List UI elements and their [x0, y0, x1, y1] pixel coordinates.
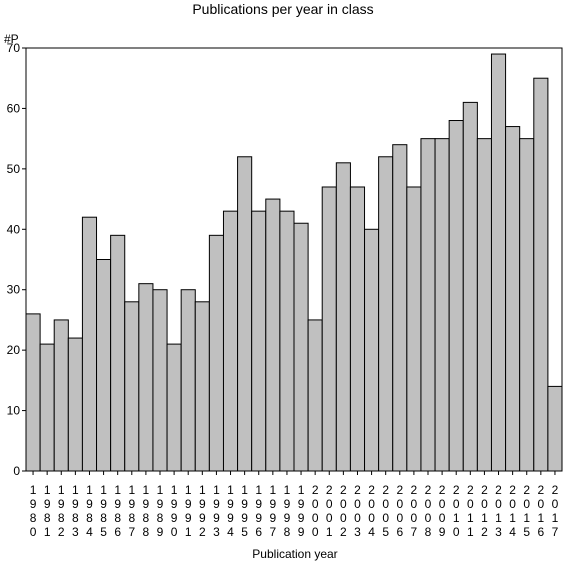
- bar-1998: [279, 210, 295, 472]
- y-tick-label: 10: [7, 404, 21, 418]
- plot-frame: [25, 47, 563, 472]
- y-tick-label: 70: [7, 41, 21, 55]
- bar-2016: [533, 77, 549, 472]
- bar-2007: [406, 186, 422, 472]
- bar-2000: [307, 319, 323, 472]
- bar-1984: [81, 216, 98, 472]
- bar-1991: [180, 289, 196, 472]
- bar-2010: [448, 120, 464, 472]
- y-tick-label: 20: [7, 343, 21, 357]
- y-tick-label: 0: [13, 464, 20, 478]
- bar-2004: [364, 228, 380, 472]
- bar-1995: [237, 156, 253, 472]
- bar-1983: [67, 337, 83, 472]
- y-tick-label: 60: [7, 101, 21, 115]
- y-tick-label: 50: [7, 162, 21, 176]
- bar-1981: [39, 343, 55, 472]
- bar-1992: [194, 301, 210, 472]
- bars: [25, 53, 563, 472]
- bar-2002: [335, 162, 351, 472]
- bar-1997: [265, 198, 281, 472]
- bar-2017: [547, 385, 563, 472]
- bar-2006: [392, 144, 408, 472]
- x-axis-label: Publication year: [252, 547, 337, 561]
- bar-2012: [476, 138, 492, 472]
- bar-2014: [505, 126, 521, 472]
- bar-1985: [96, 259, 112, 472]
- bar-1988: [138, 283, 154, 472]
- bar-2011: [462, 101, 478, 472]
- bar-2015: [519, 138, 535, 472]
- bar-2001: [321, 186, 337, 472]
- bar-1993: [208, 234, 224, 472]
- bar-1980: [25, 313, 41, 472]
- bar-1996: [251, 210, 267, 472]
- bar-1982: [53, 319, 69, 472]
- bar-1999: [293, 222, 309, 472]
- bar-2013: [490, 53, 507, 472]
- bar-2005: [378, 156, 394, 472]
- y-tick-label: 30: [7, 283, 21, 297]
- bar-1990: [166, 343, 182, 472]
- bar-1987: [124, 301, 140, 472]
- y-axis: 0 10 20 30 40 50 60 70: [7, 41, 26, 478]
- y-tick-label: 40: [7, 222, 21, 236]
- bar-2003: [349, 186, 366, 472]
- bar-1994: [222, 210, 239, 472]
- chart-title: Publications per year in class: [192, 1, 373, 17]
- x-axis: 1 9 8 0 1 9 8 1 1 9 8 2 1 9 8 3 1 9 8 4 1 9 8 5 1 9 8 6 1 9 8 7 1 9 8 8 1 9 8 9…: [30, 471, 559, 539]
- bar-2009: [434, 138, 450, 472]
- bar-1986: [110, 234, 126, 472]
- y-axis-label: #P: [4, 32, 19, 46]
- bar-2008: [420, 138, 436, 472]
- bar-1989: [152, 289, 168, 472]
